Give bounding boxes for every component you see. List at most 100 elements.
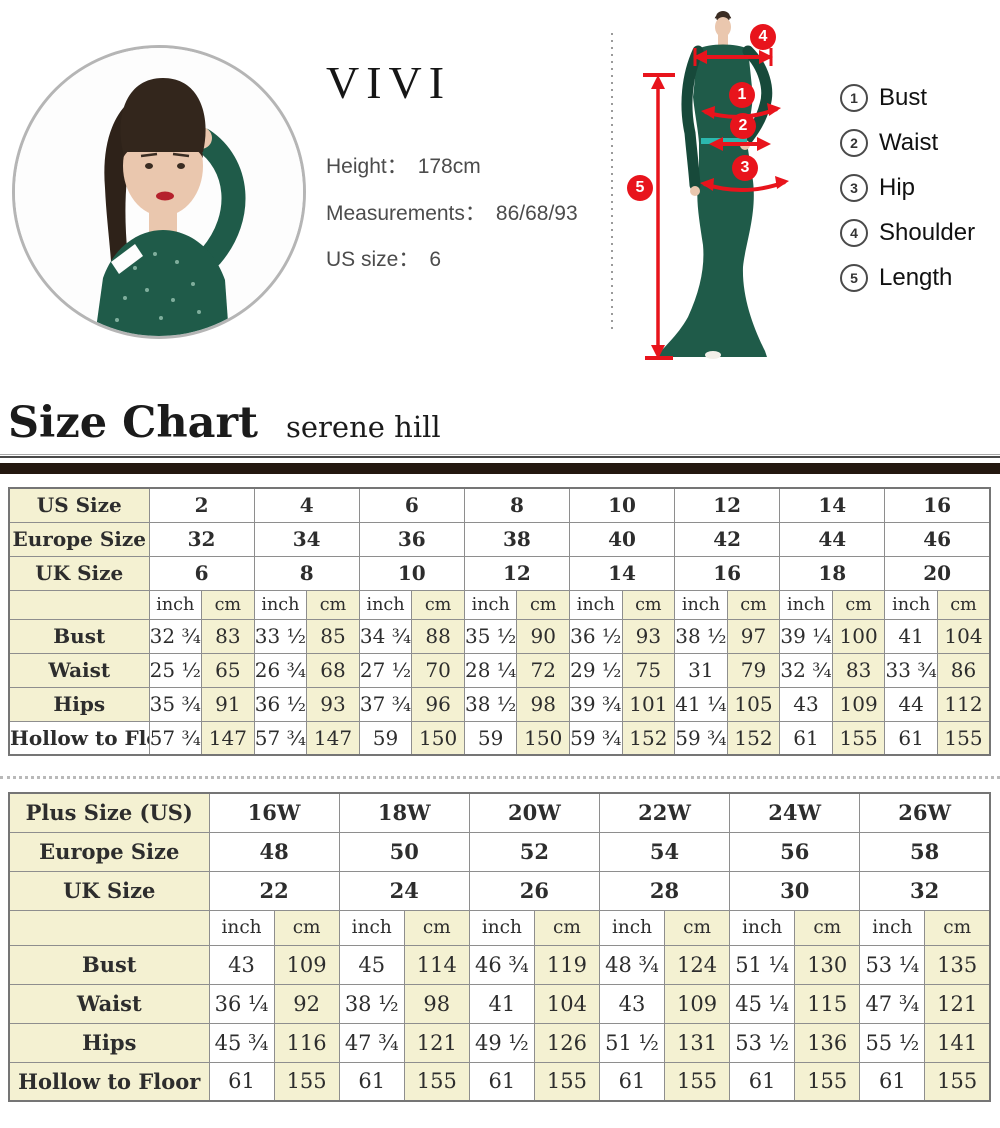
measure-row: Hollow to Floor 61 155 61 155 61 155 61 155 61 155… [8, 1061, 991, 1102]
size-value-cell: 14 [568, 555, 676, 591]
cm-value-cell: 115 [794, 983, 861, 1024]
unit-cm-cell: cm [621, 589, 676, 620]
inch-value-cell: 26 ¾ [253, 652, 308, 688]
cm-value-cell: 155 [664, 1061, 731, 1102]
cm-value-cell: 70 [411, 652, 465, 688]
size-value-cell: 34 [253, 521, 360, 557]
row-label: UK Size [8, 555, 150, 591]
inch-value-cell: 39 ¼ [779, 618, 833, 654]
unit-inch-cell: inch [729, 909, 796, 946]
cm-value-cell: 116 [273, 1022, 340, 1063]
inch-value-cell: 32 ¾ [779, 652, 833, 688]
measurements-value: 86/68/93 [495, 202, 578, 225]
marker-bust: 1 [729, 82, 755, 108]
unit-cm-cell: cm [306, 589, 360, 620]
unit-cm-cell: cm [411, 589, 465, 620]
cm-value-cell: 109 [273, 944, 340, 985]
inch-value-cell: 45 ¾ [208, 1022, 275, 1063]
marker-waist: 2 [730, 113, 756, 139]
cm-value-cell: 155 [936, 720, 991, 756]
inch-value-cell: 61 [598, 1061, 666, 1102]
size-value-cell: 16 [674, 555, 781, 591]
cm-value-cell: 135 [924, 944, 991, 985]
size-value-cell: 10 [568, 487, 676, 523]
size-value-cell: 36 [358, 521, 465, 557]
row-label-empty [8, 589, 150, 620]
size-header-row: UK Size 22 24 26 28 30 32 [8, 870, 991, 911]
size-value-cell: 18W [338, 792, 470, 833]
inch-value-cell: 39 ¾ [569, 686, 623, 722]
cm-value-cell: 104 [533, 983, 600, 1024]
inch-value-cell: 61 [779, 720, 833, 756]
cm-value-cell: 109 [831, 686, 886, 722]
cm-value-cell: 79 [726, 652, 781, 688]
row-label: Europe Size [8, 521, 150, 557]
inch-value-cell: 36 ¼ [208, 983, 275, 1024]
inch-value-cell: 59 [358, 720, 413, 756]
unit-cm-cell: cm [533, 909, 600, 946]
row-label: UK Size [8, 870, 210, 911]
brand-subtitle: serene hill [286, 410, 441, 444]
cm-value-cell: 147 [201, 720, 255, 756]
cm-value-cell: 114 [403, 944, 470, 985]
legend-number-icon: 1 [840, 84, 868, 112]
model-photo [12, 45, 306, 339]
size-value-cell: 12 [674, 487, 781, 523]
cm-value-cell: 121 [924, 983, 991, 1024]
cm-value-cell: 136 [794, 1022, 861, 1063]
inch-value-cell: 35 ½ [463, 618, 518, 654]
unit-cm-cell: cm [794, 909, 861, 946]
unit-cm-cell: cm [726, 589, 781, 620]
inch-value-cell: 55 ½ [859, 1022, 926, 1063]
inch-value-cell: 33 ¾ [884, 652, 938, 688]
plus-size-table: Plus Size (US) 16W 18W 20W 22W 24W 26W Europe S… [8, 792, 991, 1102]
cm-value-cell: 155 [794, 1061, 861, 1102]
inch-value-cell: 37 ¾ [358, 686, 413, 722]
row-label: Waist [8, 983, 210, 1024]
row-label: Plus Size (US) [8, 792, 210, 833]
measurement-diagram: 1 2 3 4 5 [595, 5, 825, 370]
cm-value-cell: 93 [306, 686, 360, 722]
measure-row: Hips 45 ¾ 116 47 ¾ 121 49 ½ 126 51 ½ 131 53 ½ 136 5… [8, 1022, 991, 1063]
size-header-row: Europe Size 32 34 36 38 40 42 44 46 [8, 521, 991, 557]
legend-label: Hip [879, 174, 916, 201]
inch-value-cell: 38 ½ [463, 686, 518, 722]
size-value-cell: 22W [598, 792, 731, 833]
row-label: Hollow to Floor [8, 720, 150, 756]
inch-value-cell: 59 ¾ [569, 720, 623, 756]
legend-number-icon: 2 [840, 129, 868, 157]
size-header-row: UK Size 6 8 10 12 14 16 18 20 [8, 555, 991, 591]
inch-value-cell: 41 [468, 983, 535, 1024]
measure-row: Waist 25 ½ 65 26 ¾ 68 27 ½ 70 28 ¼ 72 29 ½ 75 31 79 3… [8, 652, 991, 688]
size-value-cell: 32 [148, 521, 255, 557]
size-value-cell: 24W [729, 792, 861, 833]
size-value-cell: 42 [674, 521, 781, 557]
inch-value-cell: 41 [884, 618, 938, 654]
inch-value-cell: 45 ¼ [729, 983, 796, 1024]
size-value-cell: 46 [884, 521, 991, 557]
inch-value-cell: 61 [208, 1061, 275, 1102]
unit-inch-cell: inch [358, 589, 413, 620]
cm-value-cell: 105 [726, 686, 781, 722]
height-value: 178cm [417, 155, 481, 178]
inch-value-cell: 43 [208, 944, 275, 985]
row-label: Hips [8, 1022, 210, 1063]
size-value-cell: 6 [358, 487, 465, 523]
unit-header-row: inch cm inch cm inch cm inch cm inch cm inch cm inch… [8, 589, 991, 620]
inch-value-cell: 53 ½ [729, 1022, 796, 1063]
size-chart-heading: Size Chart serene hill [8, 398, 441, 448]
size-value-cell: 6 [148, 555, 255, 591]
row-label: Waist [8, 652, 150, 688]
inch-value-cell: 34 ¾ [358, 618, 413, 654]
row-label: Hips [8, 686, 150, 722]
unit-cm-cell: cm [273, 909, 340, 946]
size-value-cell: 18 [779, 555, 886, 591]
inch-value-cell: 43 [598, 983, 666, 1024]
size-value-cell: 48 [208, 831, 340, 872]
cm-value-cell: 119 [533, 944, 600, 985]
row-label: Hollow to Floor [8, 1061, 210, 1102]
inch-value-cell: 61 [468, 1061, 535, 1102]
marker-hip: 3 [732, 155, 758, 181]
legend-item-hip: 3 Hip [840, 174, 975, 202]
